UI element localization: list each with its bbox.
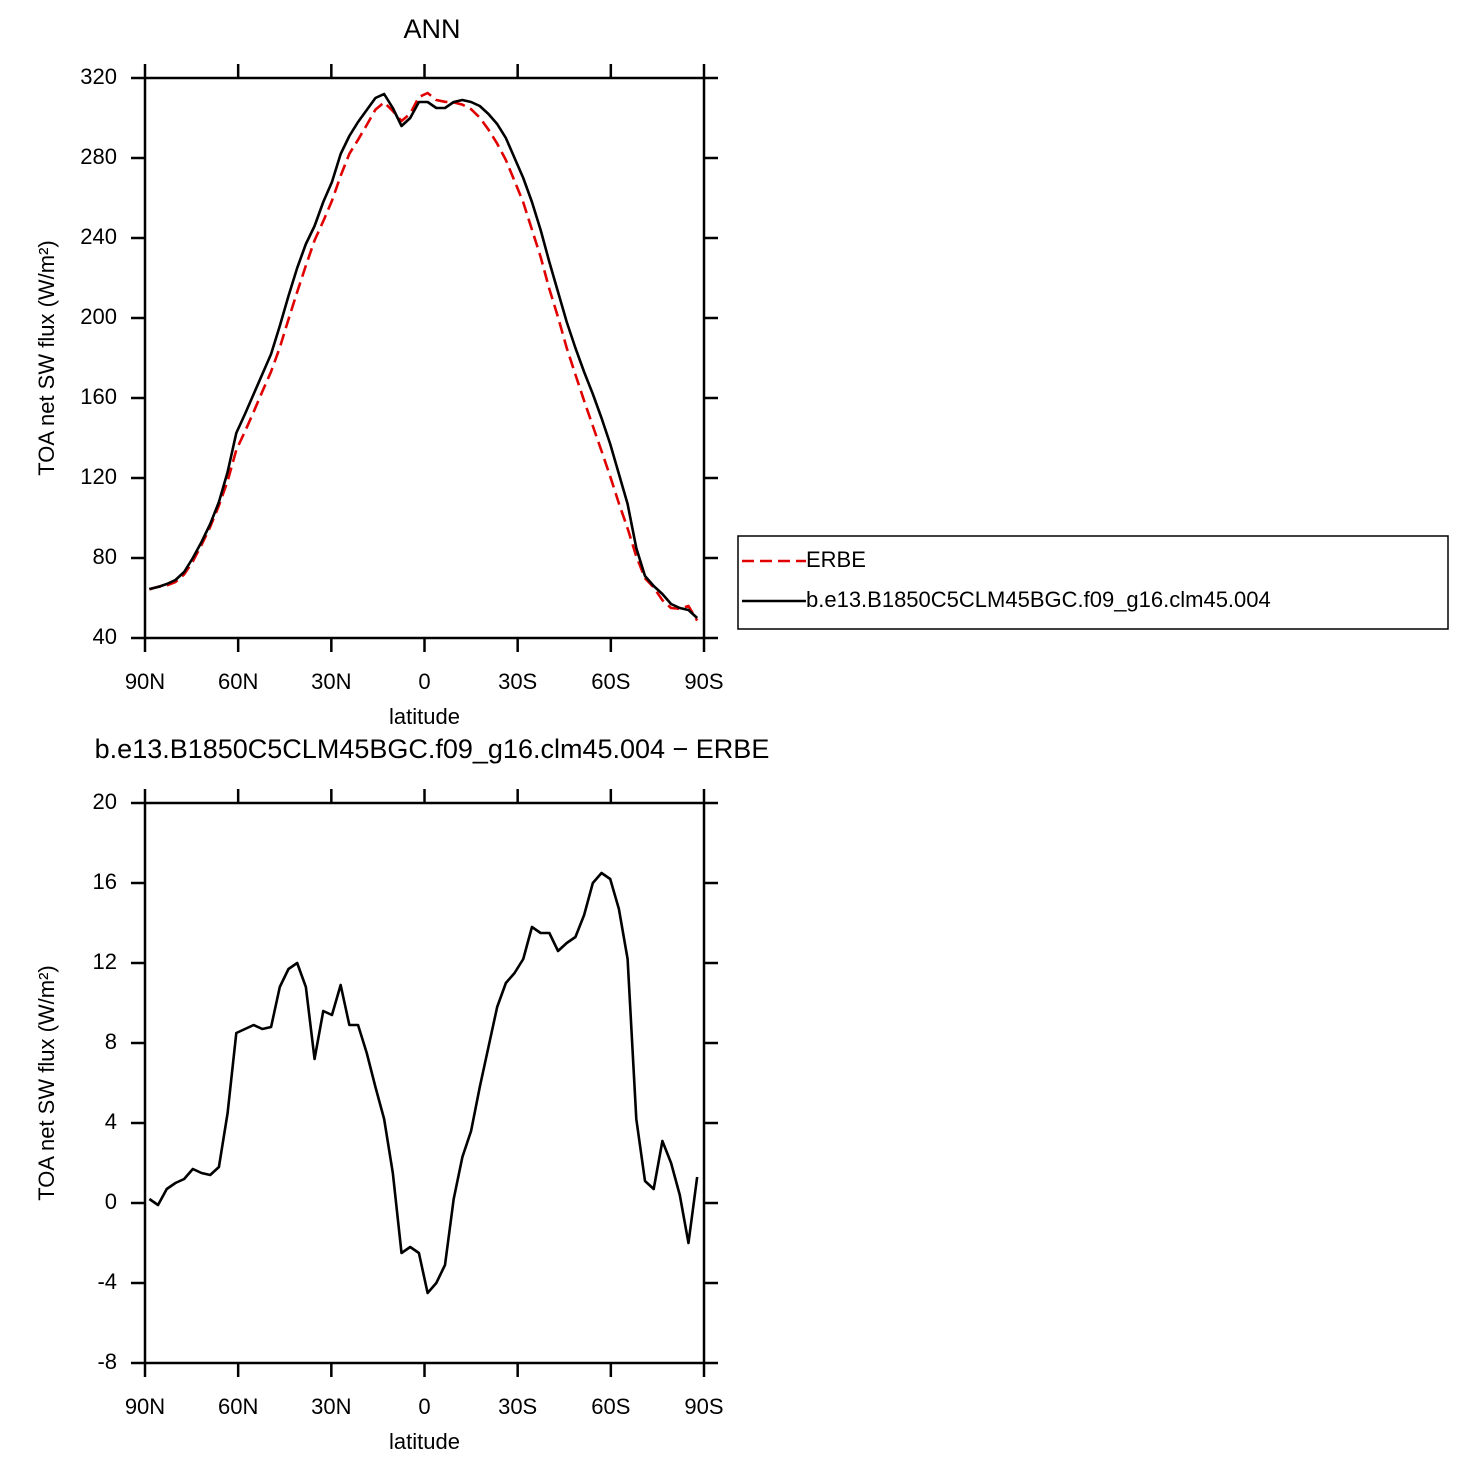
y-tick-label: 240 — [80, 224, 117, 249]
x-tick-label: 30S — [498, 669, 537, 694]
x-tick-label: 60S — [591, 1394, 630, 1419]
y-tick-label: 320 — [80, 64, 117, 89]
y-axis-label: TOA net SW flux (W/m²) — [34, 240, 59, 476]
x-axis-label: latitude — [389, 1429, 460, 1454]
x-tick-label: 30S — [498, 1394, 537, 1419]
x-tick-label: 0 — [418, 669, 430, 694]
y-tick-label: 280 — [80, 144, 117, 169]
chart-title: ANN — [403, 14, 460, 44]
data-line — [149, 92, 699, 619]
x-tick-label: 60S — [591, 669, 630, 694]
x-tick-label: 30N — [311, 669, 351, 694]
data-line — [148, 871, 699, 1295]
y-tick-label: 12 — [93, 949, 117, 974]
y-tick-label: 200 — [80, 304, 117, 329]
x-tick-label: 60N — [218, 669, 258, 694]
x-tick-label: 30N — [311, 1394, 351, 1419]
y-tick-label: -4 — [97, 1269, 117, 1294]
chart-title: b.e13.B1850C5CLM45BGC.f09_g16.clm45.004 … — [95, 734, 770, 764]
legend-box — [737, 535, 1449, 630]
legend-label: ERBE — [806, 547, 866, 572]
x-axis-label: latitude — [389, 704, 460, 729]
y-tick-label: 8 — [105, 1029, 117, 1054]
y-tick-label: -8 — [97, 1349, 117, 1374]
x-tick-label: 90S — [684, 1394, 723, 1419]
y-axis-label: TOA net SW flux (W/m²) — [34, 965, 59, 1201]
y-tick-label: 4 — [105, 1109, 117, 1134]
y-tick-label: 16 — [93, 869, 117, 894]
data-line — [148, 91, 699, 622]
y-tick-label: 0 — [105, 1189, 117, 1214]
y-tick-label: 80 — [93, 544, 117, 569]
y-tick-label: 40 — [93, 624, 117, 649]
x-tick-label: 90N — [125, 1394, 165, 1419]
x-tick-label: 60N — [218, 1394, 258, 1419]
y-tick-label: 160 — [80, 384, 117, 409]
y-tick-label: 120 — [80, 464, 117, 489]
x-tick-label: 90N — [125, 669, 165, 694]
y-tick-label: 20 — [93, 789, 117, 814]
legend-label: b.e13.B1850C5CLM45BGC.f09_g16.clm45.004 — [806, 587, 1271, 612]
x-tick-label: 0 — [418, 1394, 430, 1419]
x-tick-label: 90S — [684, 669, 723, 694]
plot-frame — [143, 76, 706, 640]
